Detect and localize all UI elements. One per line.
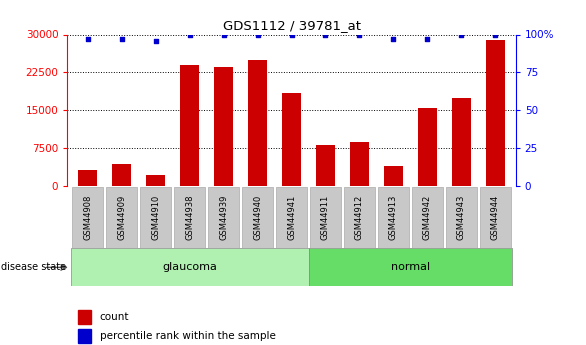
- Bar: [418, 108, 437, 186]
- Bar: [282, 93, 301, 186]
- Text: GSM44941: GSM44941: [287, 195, 296, 240]
- Bar: [77, 329, 91, 343]
- FancyBboxPatch shape: [344, 187, 374, 248]
- Bar: [79, 170, 97, 186]
- FancyBboxPatch shape: [242, 187, 273, 248]
- Text: glaucoma: glaucoma: [162, 263, 217, 272]
- FancyBboxPatch shape: [209, 187, 239, 248]
- Text: GSM44942: GSM44942: [423, 195, 432, 240]
- Text: GSM44944: GSM44944: [491, 195, 500, 240]
- Point: [253, 32, 263, 37]
- Bar: [452, 98, 471, 186]
- Text: GSM44908: GSM44908: [83, 195, 92, 240]
- FancyBboxPatch shape: [480, 187, 510, 248]
- FancyBboxPatch shape: [73, 187, 103, 248]
- Bar: [384, 166, 403, 186]
- Bar: [77, 310, 91, 324]
- Title: GDS1112 / 39781_at: GDS1112 / 39781_at: [223, 19, 360, 32]
- Point: [151, 38, 161, 43]
- Text: GSM44913: GSM44913: [389, 195, 398, 240]
- Text: GSM44943: GSM44943: [457, 195, 466, 240]
- Text: GSM44939: GSM44939: [219, 195, 228, 240]
- Text: GSM44938: GSM44938: [185, 195, 194, 240]
- Point: [321, 32, 330, 37]
- Text: GSM44909: GSM44909: [117, 195, 126, 240]
- Text: GSM44911: GSM44911: [321, 195, 330, 240]
- FancyBboxPatch shape: [446, 187, 476, 248]
- Bar: [350, 142, 369, 186]
- Point: [287, 32, 296, 37]
- Text: GSM44910: GSM44910: [151, 195, 160, 240]
- Text: count: count: [100, 312, 129, 322]
- FancyBboxPatch shape: [412, 187, 442, 248]
- Text: GSM44940: GSM44940: [253, 195, 262, 240]
- Bar: [180, 65, 199, 186]
- FancyBboxPatch shape: [276, 187, 307, 248]
- Bar: [113, 164, 131, 186]
- Text: GSM44912: GSM44912: [355, 195, 364, 240]
- FancyBboxPatch shape: [107, 187, 137, 248]
- FancyBboxPatch shape: [141, 187, 171, 248]
- Bar: [214, 67, 233, 186]
- FancyBboxPatch shape: [308, 248, 512, 286]
- Bar: [146, 175, 165, 186]
- Point: [389, 36, 398, 42]
- Point: [219, 32, 229, 37]
- FancyBboxPatch shape: [175, 187, 205, 248]
- Point: [423, 36, 432, 42]
- Point: [83, 36, 93, 42]
- Text: percentile rank within the sample: percentile rank within the sample: [100, 331, 275, 341]
- Text: disease state: disease state: [1, 263, 66, 272]
- Point: [117, 36, 127, 42]
- Bar: [248, 60, 267, 186]
- FancyBboxPatch shape: [71, 248, 308, 286]
- Bar: [486, 40, 505, 186]
- Point: [456, 32, 466, 37]
- Text: normal: normal: [391, 263, 430, 272]
- FancyBboxPatch shape: [378, 187, 408, 248]
- FancyBboxPatch shape: [310, 187, 341, 248]
- Point: [355, 32, 364, 37]
- Bar: [316, 145, 335, 186]
- Point: [490, 32, 500, 37]
- Point: [185, 32, 195, 37]
